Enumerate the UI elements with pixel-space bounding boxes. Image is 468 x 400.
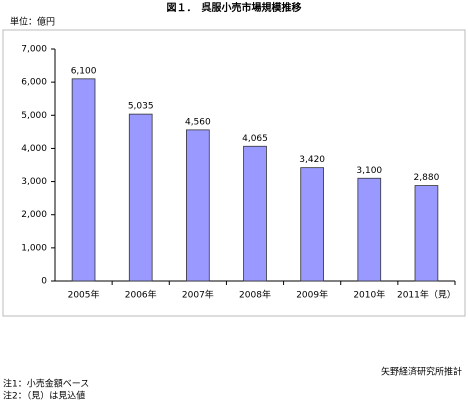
value-label: 3,420 bbox=[299, 155, 325, 165]
chart-frame bbox=[2, 29, 466, 317]
value-label: 2,880 bbox=[414, 173, 440, 183]
x-tick-label: 2010年 bbox=[353, 289, 385, 301]
y-tick-label: 7,000 bbox=[21, 45, 47, 55]
value-label: 6,100 bbox=[71, 66, 97, 76]
y-tick-label: 3,000 bbox=[21, 177, 47, 187]
y-tick-label: 5,000 bbox=[21, 111, 47, 121]
y-tick-label: 0 bbox=[41, 277, 47, 287]
x-tick-label: 2009年 bbox=[296, 289, 328, 301]
bar bbox=[300, 167, 324, 282]
y-tick-label: 1,000 bbox=[21, 243, 47, 253]
y-tick-label: 4,000 bbox=[21, 144, 47, 154]
x-tick-label: 2011年（見） bbox=[397, 289, 456, 301]
note: 注2：（見）は見込値 bbox=[3, 390, 85, 400]
y-tick-label: 6,000 bbox=[21, 78, 47, 88]
bar bbox=[186, 129, 210, 282]
value-label: 5,035 bbox=[128, 102, 154, 112]
bar bbox=[71, 78, 96, 282]
x-tick-label: 2008年 bbox=[239, 289, 271, 301]
x-tick-label: 2007年 bbox=[182, 289, 214, 301]
value-label: 4,560 bbox=[185, 117, 211, 127]
chart-title: 図１． 呉服小売市場規模推移 bbox=[167, 1, 302, 14]
bar bbox=[414, 185, 439, 282]
x-tick-label: 2006年 bbox=[125, 289, 157, 301]
y-tick-label: 2,000 bbox=[21, 210, 47, 220]
x-tick-label: 2005年 bbox=[68, 289, 100, 301]
bar bbox=[357, 177, 382, 282]
unit-label: 単位：億円 bbox=[10, 16, 55, 28]
value-label: 3,100 bbox=[356, 166, 382, 176]
bar bbox=[243, 145, 267, 282]
note: 注1：小売金額ベース bbox=[3, 378, 89, 390]
value-label: 4,065 bbox=[242, 134, 268, 144]
bar bbox=[128, 113, 153, 282]
source: 矢野経済研究所推計 bbox=[381, 366, 462, 378]
